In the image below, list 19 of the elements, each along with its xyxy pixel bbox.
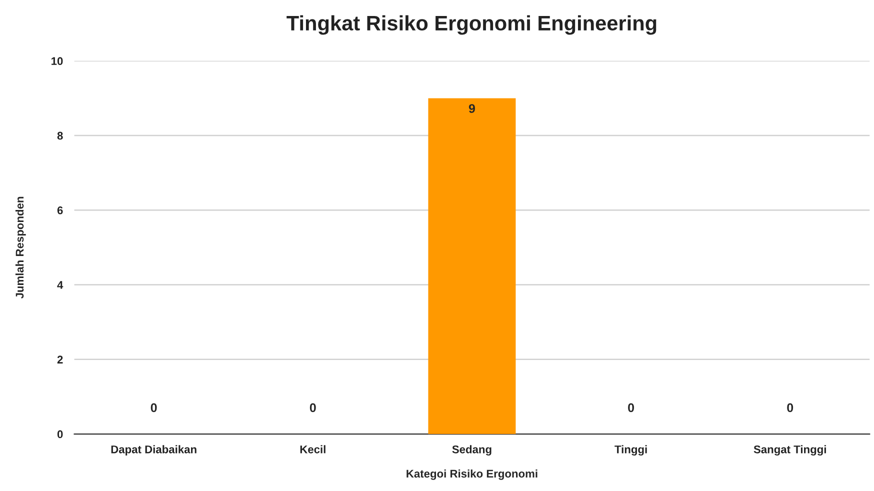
y-tick-label: 10 [52, 57, 63, 66]
x-axis-title: Kategoi Risiko Ergonomi [406, 469, 538, 480]
data-label: 0 [787, 403, 794, 412]
y-tick-label: 2 [57, 356, 63, 364]
data-label: 9 [468, 104, 475, 113]
data-label: 0 [310, 403, 316, 412]
y-tick-label: 0 [57, 430, 63, 438]
y-tick-label: 8 [57, 132, 63, 140]
data-label: 0 [628, 403, 634, 412]
x-tick-label: Tinggi [614, 445, 647, 456]
y-tick-label: 4 [57, 281, 64, 289]
y-tick-label: 6 [57, 206, 63, 214]
x-tick-label: Kecil [300, 445, 326, 454]
y-axis-title: Jumlah Responden [15, 196, 26, 299]
data-label: 0 [150, 403, 157, 412]
x-tick-label: Sangat Tinggi [754, 445, 826, 456]
x-tick-label: Dapat Diabaikan [111, 445, 196, 456]
x-tick-label: Sedang [452, 445, 492, 456]
chart-title: Tingkat Risiko Ergonomi Engineering [286, 15, 656, 35]
